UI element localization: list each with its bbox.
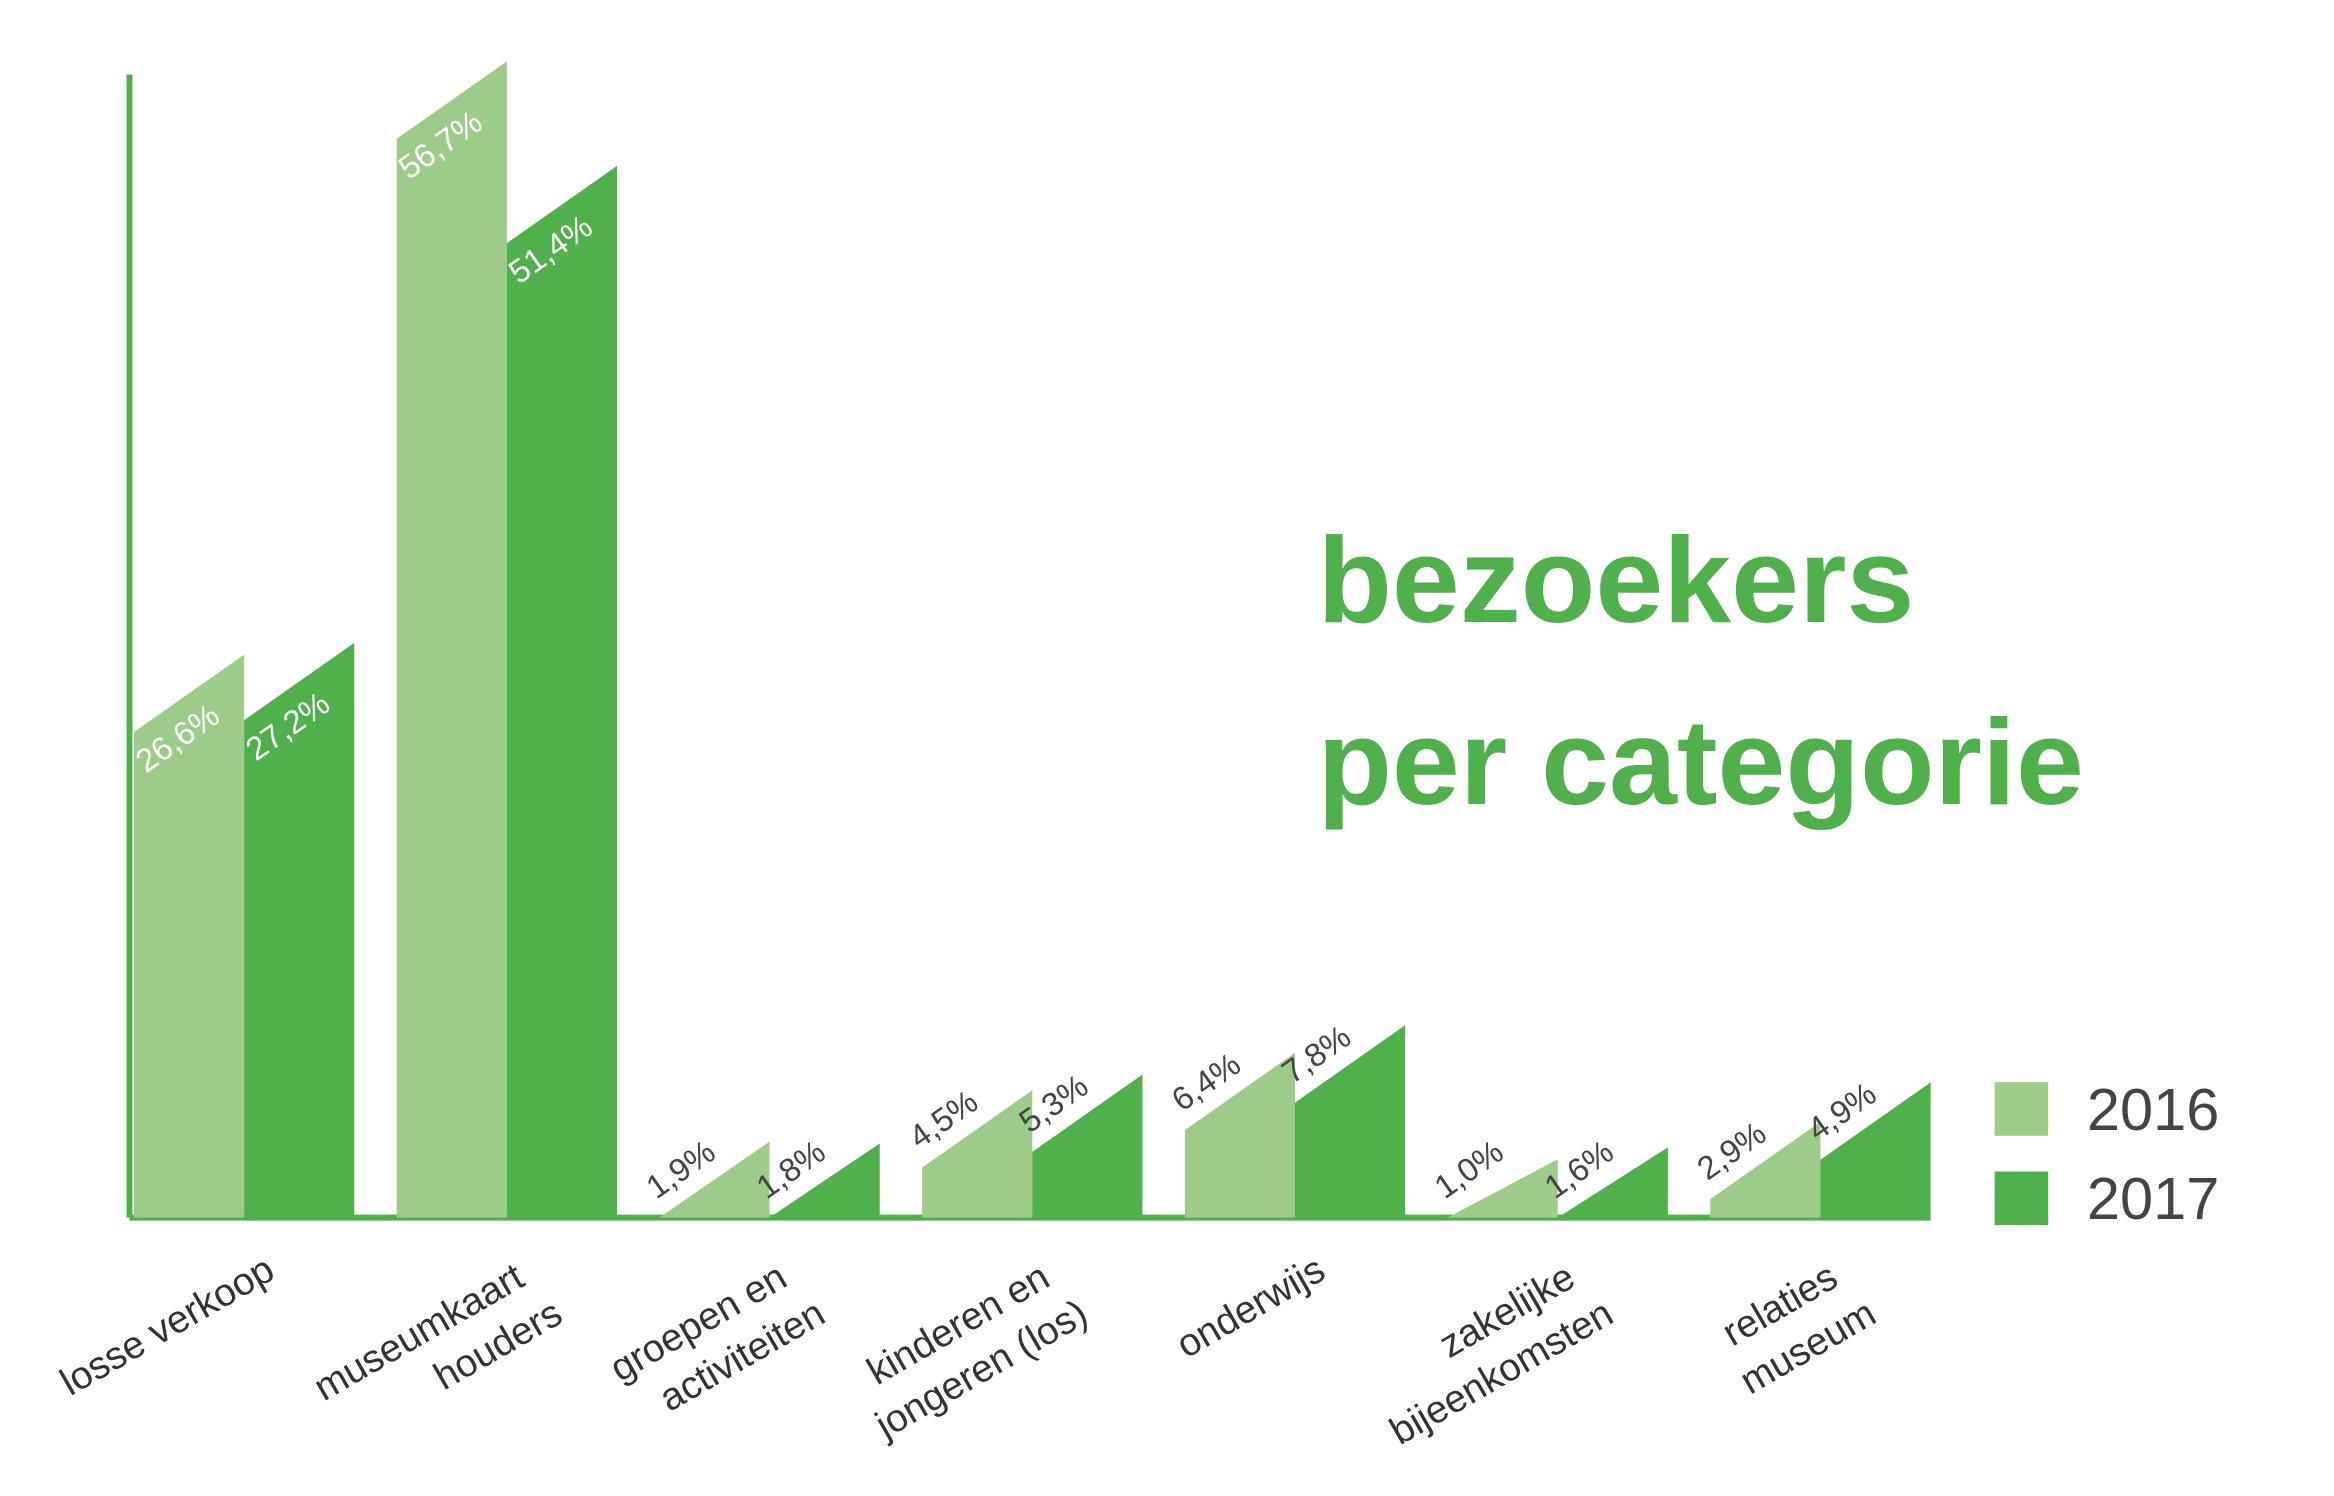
- x-tick-label: losse verkoop: [53, 1248, 281, 1405]
- bar: [396, 61, 507, 1218]
- bar: [1032, 1074, 1143, 1218]
- bar: [1295, 1025, 1406, 1218]
- x-tick-label: onderwijs: [1169, 1248, 1332, 1367]
- chart-title: bezoekers: [1317, 512, 1914, 648]
- x-tick-label: relatiesmuseum: [1708, 1248, 1883, 1403]
- x-tick-label-line: losse verkoop: [53, 1248, 281, 1405]
- legend-swatch: [1994, 1082, 2049, 1136]
- bar: [1710, 1121, 1821, 1218]
- bar: [1447, 1159, 1558, 1218]
- bar: [922, 1090, 1033, 1218]
- bar: [769, 1143, 880, 1218]
- x-tick-label: zakelijkebijeenkomsten: [1357, 1248, 1620, 1454]
- bar: [1820, 1082, 1931, 1218]
- x-tick-label: groepen enactiviteiten: [603, 1248, 832, 1434]
- legend-label: 2017: [2087, 1165, 2219, 1232]
- x-tick-label: museumkaarthouders: [307, 1248, 570, 1454]
- bar: [1557, 1147, 1668, 1218]
- x-tick-label-line: onderwijs: [1169, 1248, 1332, 1367]
- bar: [244, 642, 355, 1218]
- x-tick-label: kinderen enjongeren (los): [842, 1248, 1095, 1448]
- bar: [1184, 1052, 1296, 1218]
- legend-swatch: [1994, 1171, 2049, 1226]
- bar: [133, 654, 245, 1218]
- bar: [506, 165, 617, 1218]
- legend-label: 2016: [2087, 1076, 2219, 1143]
- chart-title: per categorie: [1317, 694, 2084, 830]
